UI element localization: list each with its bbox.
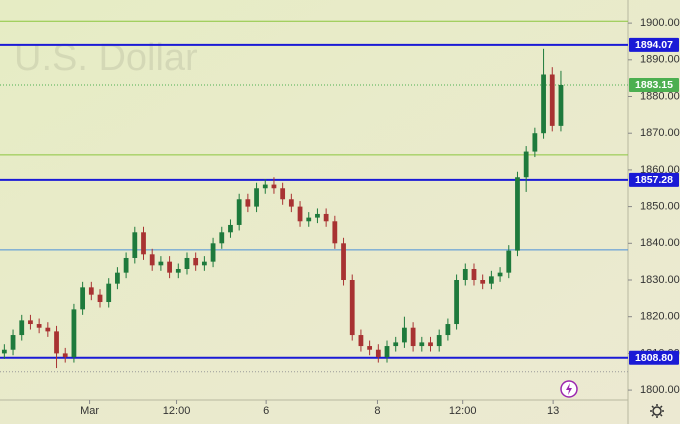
candle-body [402,327,407,343]
candle-body [488,276,494,284]
candle-body [106,283,112,303]
candle-body [158,261,164,266]
x-tick-label: 12:00 [163,405,191,417]
candle-body [19,320,25,336]
candle-body [10,335,16,350]
candle-body [419,342,425,347]
candle-body [428,342,433,347]
candle-body [558,84,564,126]
candle-body [245,199,251,207]
candle-body [323,213,329,222]
y-tick-label: 1900.00 [640,17,680,29]
candle-body [62,353,68,358]
candle-body [549,74,555,126]
x-tick-label: 8 [374,405,380,417]
settings-icon[interactable] [650,404,664,418]
candle-body [497,272,503,277]
x-tick-label: 12:00 [449,405,477,417]
candle-body [358,335,364,347]
level-label-box [629,37,679,52]
y-tick-label: 1800.00 [640,384,680,396]
x-tick-label: Mar [80,405,99,417]
candle-body [471,268,477,280]
y-tick-label: 1890.00 [640,54,680,66]
level-label: 1894.07 [635,39,673,51]
x-tick-label: 13 [547,405,559,417]
candle-body [436,335,442,347]
candle-body [532,133,538,152]
candle-body [332,221,338,244]
candle-body [375,349,381,358]
candle-body [367,346,373,350]
candle-body [115,272,120,284]
candle-body [167,261,172,273]
candle-body [201,261,207,266]
y-tick-label: 1860.00 [640,164,680,176]
candle-body [184,257,190,269]
candle-body [315,213,320,218]
candle-body [454,280,459,325]
level-label-box [629,172,679,187]
candle-body [54,331,59,354]
level-label: 1857.28 [635,174,673,186]
candle-body [262,184,268,189]
candle-body [132,232,138,258]
candle-body [506,250,512,273]
candle-body [515,177,520,251]
candle-body [210,243,216,262]
candle-body [349,280,355,336]
candle-body [1,349,7,354]
candle-body [254,188,259,207]
candle-body [445,324,451,336]
candle-body [541,74,546,134]
candle-body [28,320,33,325]
candle-body [175,268,181,273]
candle-body [523,151,529,178]
candle-body [280,188,286,200]
candle-body [236,199,242,225]
candle-body [384,346,390,358]
candle-body [297,206,303,222]
y-tick-label: 1880.00 [640,90,680,102]
candle-body [88,287,94,295]
y-tick-label: 1850.00 [640,201,680,213]
candle-body [462,268,468,280]
level-label-box [629,77,679,92]
candle-body [97,294,103,303]
y-tick-label: 1820.00 [640,311,680,323]
candle-body [271,184,277,189]
y-tick-label: 1840.00 [640,237,680,249]
candle-body [80,287,86,310]
level-label: 1883.15 [635,79,673,91]
candle-body [71,309,77,358]
candle-body [141,232,146,255]
candle-body [480,280,486,284]
candle-body [393,342,399,347]
candle-body [288,199,294,207]
level-label-box [629,350,679,365]
lightning-icon[interactable] [560,380,578,398]
y-tick-label: 1830.00 [640,274,680,286]
x-tick-label: 6 [263,405,269,417]
candle-body [219,232,225,244]
candle-body [193,257,199,266]
watermark: U.S. Dollar [14,37,198,79]
y-tick-label: 1870.00 [640,127,680,139]
candle-body [149,254,155,266]
candle-body [228,224,233,233]
candle-body [36,324,42,328]
level-label: 1808.80 [635,352,673,364]
candle-body [45,327,51,332]
candle-body [410,327,416,347]
candle-body [306,217,312,222]
candle-body [341,243,346,280]
candle-body [123,257,129,273]
